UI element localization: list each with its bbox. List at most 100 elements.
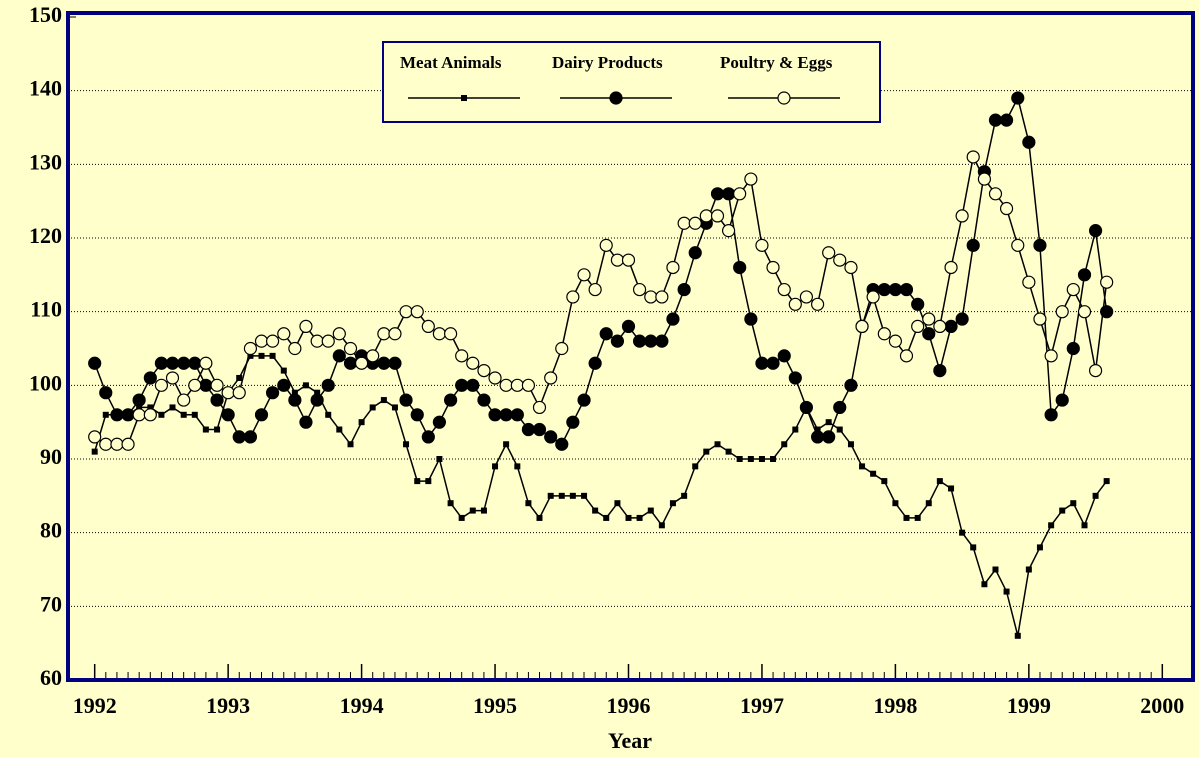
marker [343, 341, 358, 356]
marker [299, 415, 313, 429]
marker [944, 319, 958, 333]
marker [455, 349, 469, 363]
marker [603, 514, 610, 521]
x-tick-label: 2000 [1140, 693, 1184, 718]
marker [599, 238, 613, 252]
marker [1055, 393, 1069, 407]
marker [269, 352, 276, 359]
x-tick-label: 1995 [473, 693, 517, 718]
marker [277, 378, 291, 392]
marker [321, 378, 335, 392]
marker [610, 253, 625, 267]
marker [544, 371, 558, 385]
x-tick-label: 1998 [873, 693, 917, 718]
marker [981, 581, 988, 588]
marker [555, 437, 569, 451]
marker [1048, 522, 1055, 529]
marker [210, 378, 224, 392]
marker [877, 327, 891, 341]
marker [461, 95, 467, 101]
marker [944, 260, 958, 275]
marker [444, 393, 458, 407]
marker [970, 544, 977, 551]
marker [288, 393, 302, 407]
marker [692, 463, 699, 470]
marker [147, 404, 154, 411]
marker [1055, 305, 1069, 319]
marker [977, 172, 992, 186]
marker [569, 492, 576, 499]
marker [777, 91, 791, 105]
x-tick-label: 1997 [740, 693, 784, 718]
marker [747, 456, 754, 462]
marker [143, 371, 157, 385]
marker [555, 341, 569, 356]
marker [1022, 275, 1036, 289]
marker [399, 305, 413, 319]
marker [388, 327, 402, 341]
marker [966, 150, 980, 164]
x-axis-label: Year [608, 728, 652, 753]
marker [677, 216, 691, 230]
marker [721, 187, 736, 201]
marker [377, 356, 391, 370]
marker [766, 356, 780, 370]
marker [536, 514, 543, 521]
marker [247, 352, 254, 359]
marker [899, 282, 914, 297]
marker [822, 246, 836, 260]
marker [777, 349, 791, 363]
marker [243, 341, 258, 356]
marker [521, 422, 536, 437]
marker [1077, 305, 1092, 319]
marker [1100, 275, 1114, 289]
marker [1066, 282, 1080, 297]
marker [177, 393, 191, 407]
marker [999, 113, 1014, 127]
marker [332, 349, 346, 363]
x-tick-label: 1996 [606, 693, 650, 718]
marker [210, 393, 224, 407]
marker [744, 172, 758, 186]
y-tick-label: 140 [29, 76, 62, 101]
marker [199, 356, 213, 370]
marker [236, 374, 243, 381]
series [88, 91, 1114, 639]
marker [369, 404, 376, 411]
marker [899, 349, 914, 363]
y-tick-label: 70 [40, 591, 62, 616]
legend-label: Dairy Products [552, 53, 663, 72]
marker [599, 327, 613, 341]
marker [425, 478, 432, 485]
marker [499, 378, 513, 392]
marker [414, 478, 421, 485]
marker [669, 500, 676, 507]
marker [999, 201, 1014, 216]
y-tick-label: 120 [29, 223, 62, 248]
marker [354, 356, 369, 370]
marker [592, 507, 599, 514]
marker [110, 437, 124, 451]
marker [666, 312, 680, 326]
marker [636, 514, 643, 521]
marker [914, 514, 921, 521]
marker [792, 426, 799, 433]
marker [436, 456, 443, 462]
marker [1036, 544, 1043, 551]
marker [955, 209, 969, 223]
y-tick-label: 110 [30, 297, 62, 322]
marker [1077, 268, 1092, 282]
marker [922, 327, 936, 341]
marker [514, 463, 521, 470]
marker [799, 400, 813, 415]
marker [299, 319, 313, 333]
marker [888, 334, 903, 348]
marker [288, 341, 302, 356]
marker [1011, 238, 1025, 252]
marker [458, 514, 465, 521]
y-tick-label: 80 [40, 518, 62, 543]
marker [521, 378, 536, 392]
marker [699, 209, 713, 223]
marker [358, 419, 365, 426]
marker [833, 253, 847, 267]
